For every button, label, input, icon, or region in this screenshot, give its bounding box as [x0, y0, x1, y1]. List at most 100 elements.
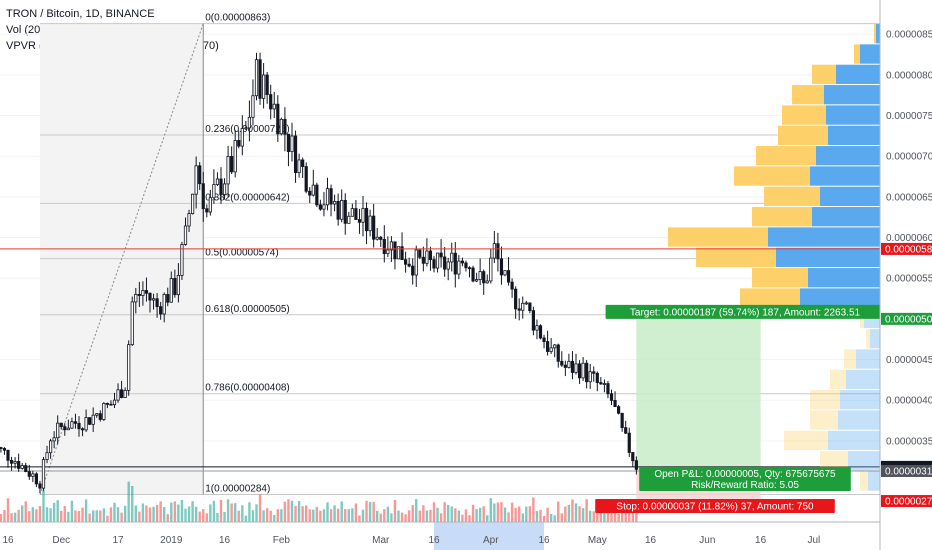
- candle-body: [588, 371, 592, 383]
- symbol-title[interactable]: TRON / Bitcoin, 1D, BINANCE: [6, 8, 155, 20]
- time-range-highlight: [434, 522, 545, 550]
- volume-bar: [322, 509, 326, 522]
- volume-bar: [244, 515, 248, 522]
- candle-body: [233, 140, 237, 173]
- vp-up-bar: [860, 44, 880, 64]
- time-tick-label: Feb: [273, 535, 291, 546]
- volume-bar: [546, 507, 549, 522]
- candle-body: [457, 260, 461, 275]
- candle-body: [24, 465, 28, 473]
- volume-bar: [49, 508, 52, 522]
- time-tick-label: Apr: [483, 535, 499, 546]
- volume-bar: [113, 502, 116, 522]
- candle-body: [276, 103, 280, 135]
- candle-body: [240, 128, 244, 147]
- candle-body: [137, 293, 141, 296]
- volume-bar: [74, 510, 77, 522]
- candle-body: [453, 252, 457, 275]
- candle-body: [27, 471, 31, 477]
- vp-down-bar: [830, 369, 846, 390]
- candle-body: [467, 267, 472, 270]
- vp-down-bar: [740, 288, 800, 308]
- volume-bar: [177, 504, 180, 522]
- volume-bar: [127, 481, 130, 522]
- candle-body: [535, 325, 539, 331]
- candle-body: [212, 184, 216, 199]
- volume-bar: [542, 515, 546, 522]
- candle-body: [549, 347, 553, 352]
- time-tick-label: May: [588, 535, 607, 546]
- candle-body: [95, 413, 99, 416]
- candle-body: [460, 260, 465, 264]
- candle-body: [514, 288, 518, 310]
- target-badge-bg: [605, 304, 885, 319]
- candle-body: [162, 294, 166, 315]
- stop-badge: Stop: 0.00000037 (11.82%) 37, Amount: 75…: [616, 502, 814, 513]
- candle-body: [609, 393, 614, 401]
- vp-up-bar: [870, 329, 880, 349]
- candle-body: [581, 362, 585, 379]
- candle-body: [311, 184, 315, 196]
- candle-body: [6, 449, 10, 461]
- volume-bar: [312, 509, 315, 522]
- time-tick-label: 16: [2, 535, 14, 546]
- fib-level-label: 0(0.00000863): [205, 13, 270, 24]
- volume-bar: [77, 510, 81, 522]
- volume-bar: [390, 513, 393, 522]
- candle-body: [116, 389, 120, 401]
- candle-body: [127, 344, 131, 391]
- candle-body: [322, 204, 326, 210]
- vp-down-bar: [756, 146, 816, 166]
- candle-body: [489, 257, 493, 282]
- candle-body: [499, 258, 504, 276]
- candle-body: [531, 310, 536, 331]
- candle-body: [272, 103, 276, 110]
- candle-body: [2, 448, 7, 451]
- vp-up-bar: [826, 105, 880, 125]
- volume-bar: [521, 513, 524, 522]
- candle-body: [336, 201, 340, 220]
- volume-bar: [81, 507, 84, 522]
- candle-body: [354, 208, 358, 220]
- candle-body: [567, 360, 571, 368]
- axis-price-badge: [881, 242, 932, 255]
- vp-up-bar: [846, 369, 880, 390]
- volume-bar: [560, 513, 563, 522]
- candle-body: [631, 452, 635, 462]
- candle-body: [599, 382, 603, 385]
- candle-body: [77, 422, 81, 430]
- pnl-badge-bg: [639, 466, 851, 491]
- volume-bar: [432, 502, 436, 522]
- volume-bar: [315, 506, 319, 522]
- candle-body: [244, 127, 248, 130]
- candle-body: [38, 483, 42, 489]
- candle-body: [411, 265, 415, 276]
- volume-bar: [454, 508, 457, 522]
- candle-body: [180, 244, 184, 276]
- price-axis-bg: [880, 0, 932, 550]
- volume-bar: [358, 515, 361, 522]
- candle-body: [574, 363, 578, 373]
- candle-body: [98, 413, 102, 420]
- volume-bar: [294, 505, 297, 522]
- candle-body: [261, 74, 266, 99]
- volume-indicator-label[interactable]: Vol (20): [6, 24, 44, 36]
- volume-bar: [372, 501, 375, 522]
- volume-bar: [276, 509, 279, 522]
- volume-bar: [216, 512, 219, 522]
- volume-bar: [297, 501, 301, 522]
- volume-bar: [237, 510, 240, 522]
- volume-bar: [170, 502, 173, 522]
- candle-body: [361, 207, 365, 223]
- volume-bar: [13, 512, 17, 522]
- candle-body: [237, 140, 241, 147]
- vp-down-bar: [782, 105, 826, 125]
- volume-bar: [635, 504, 638, 522]
- volume-bar: [52, 502, 56, 522]
- volume-bars: [0, 481, 638, 522]
- volume-bar: [411, 505, 414, 522]
- candle-body: [432, 259, 436, 269]
- candle-body: [141, 290, 145, 296]
